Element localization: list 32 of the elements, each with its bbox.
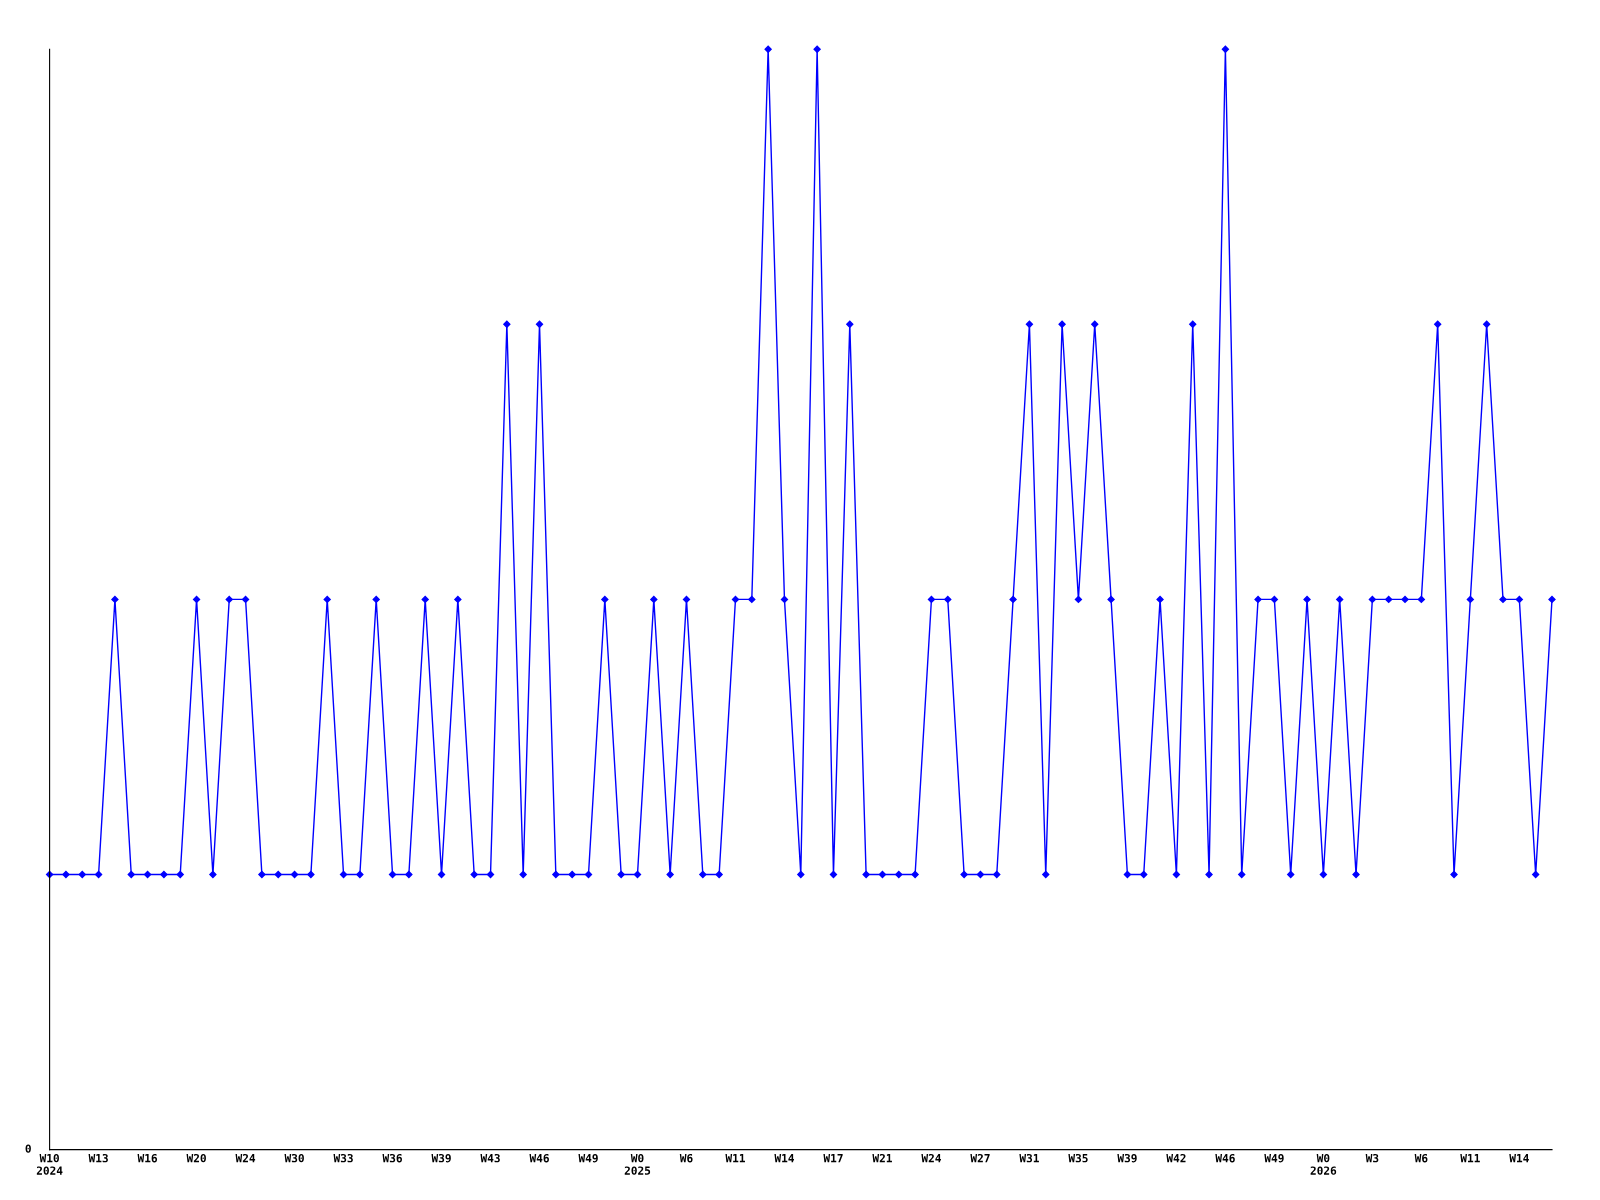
x-tick-label: W27 — [970, 1153, 990, 1163]
text: 0 — [25, 1144, 31, 1153]
x-tick-label: W20 — [186, 1153, 206, 1163]
x-tick-label: W6 — [679, 1153, 693, 1163]
x-tick-label: W42 — [1166, 1153, 1186, 1163]
x-tick-label: W49 — [578, 1154, 598, 1163]
x-tick-label: W10 2024 — [36, 1153, 63, 1175]
x-tick-label: W13 — [88, 1153, 108, 1163]
x-tick-label: W6 — [1414, 1153, 1428, 1163]
x-tick-label: W49 — [1264, 1154, 1284, 1163]
x-tick-label: W24 — [235, 1153, 256, 1163]
x-tick-label: W46 — [529, 1153, 549, 1163]
x-tick-label: W17 — [823, 1154, 843, 1163]
x-tick-label: W11 — [1460, 1154, 1480, 1163]
x-tick-label: W3 — [1365, 1153, 1379, 1163]
x-tick-label: W43 — [480, 1153, 500, 1163]
x-tick-label: W21 — [872, 1153, 892, 1163]
x-tick-label: W24 — [921, 1153, 941, 1163]
x-tick-label: W46 — [1215, 1153, 1235, 1163]
x-tick-label: W16 — [137, 1153, 158, 1163]
x-tick-label: W31 — [1019, 1153, 1039, 1163]
x-tick-label: W36 — [382, 1153, 402, 1163]
x-tick-label: W39 — [431, 1153, 451, 1163]
x-tick-label: W0 2026 — [1310, 1153, 1337, 1175]
x-tick-label: W33 — [333, 1153, 353, 1163]
x-tick-label: W35 — [1068, 1153, 1088, 1163]
x-tick-label: W39 — [1117, 1153, 1137, 1163]
x-tick-label: W0 2025 — [624, 1153, 651, 1175]
x-tick-label: W14 — [1509, 1154, 1529, 1163]
x-tick-label: W14 — [774, 1154, 795, 1163]
x-tick-label: W11 — [725, 1154, 745, 1163]
x-tick-label: W30 — [284, 1153, 304, 1163]
